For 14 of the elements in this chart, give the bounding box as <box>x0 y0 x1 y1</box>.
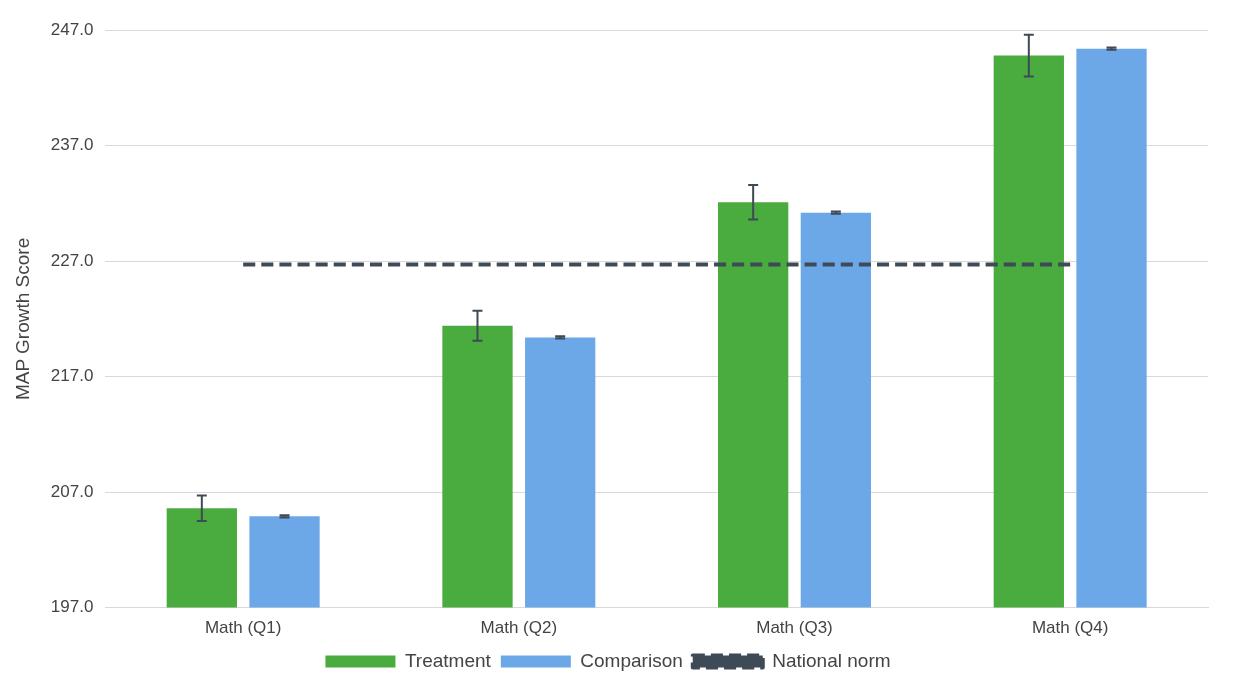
y-tick-label: 247.0 <box>50 19 94 39</box>
y-axis-title: MAP Growth Score <box>11 237 33 401</box>
legend-label: Comparison <box>580 649 683 671</box>
x-tick-label: Math (Q1) <box>204 618 282 638</box>
y-tick-label: 217.0 <box>50 366 94 386</box>
y-tick-label: 207.0 <box>50 481 94 501</box>
y-tick-label: 237.0 <box>50 135 94 155</box>
y-tick-label: 227.0 <box>50 250 94 270</box>
x-tick-label: Math (Q2) <box>480 618 558 638</box>
y-tick-label: 197.0 <box>50 597 94 617</box>
x-tick-label: Math (Q3) <box>756 618 833 638</box>
legend-label: Treatment <box>404 649 492 671</box>
legend-label: National norm <box>772 649 891 671</box>
x-tick-label: Math (Q4) <box>1031 618 1109 638</box>
